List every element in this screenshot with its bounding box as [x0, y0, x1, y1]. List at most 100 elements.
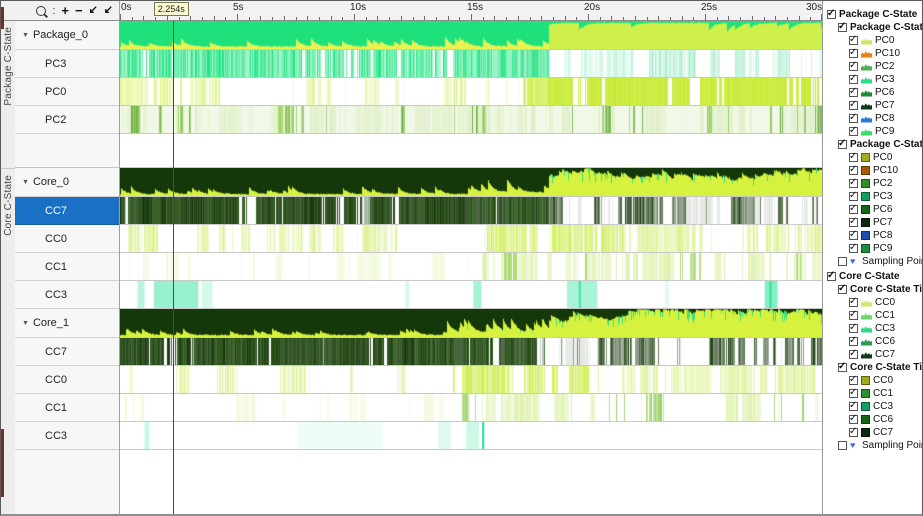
sidebar-row-cc7[interactable]: CC7 — [15, 338, 119, 366]
timeline-chart-canvas[interactable] — [120, 225, 822, 252]
timeline-chart-canvas[interactable] — [120, 21, 822, 49]
legend-item-sampling-points[interactable]: ♥ Sampling Points — [826, 255, 922, 268]
legend-item-package-c-state-time[interactable]: Package C-State Time — [826, 138, 922, 151]
timeline-chart-canvas[interactable] — [120, 338, 822, 365]
legend-item-pc2[interactable]: PC2 — [826, 60, 920, 73]
sidebar-row-cc3[interactable]: CC3 — [15, 281, 119, 309]
legend-checkbox[interactable] — [838, 257, 847, 266]
legend-item-cc7[interactable]: CC7 — [826, 348, 920, 361]
timeline-ruler[interactable]: 0s 5s 10s 15s 20s 25s 30s 2.254s — [120, 1, 822, 21]
legend-checkbox[interactable] — [849, 34, 858, 45]
magnifier-icon[interactable] — [36, 5, 49, 18]
timeline-chart-package_0[interactable] — [120, 21, 822, 50]
legend-checkbox[interactable] — [849, 400, 858, 411]
legend-checkbox[interactable] — [849, 348, 858, 359]
legend-item-pc3[interactable]: PC3 — [826, 190, 920, 203]
legend-checkbox[interactable] — [849, 73, 858, 84]
legend-checkbox[interactable] — [849, 190, 858, 201]
sidebar-row-package_0[interactable]: ▼ Package_0 — [15, 21, 119, 50]
legend-item-cc0[interactable]: CC0 — [826, 296, 920, 309]
legend-checkbox[interactable] — [838, 361, 847, 372]
sidebar-row-cc7[interactable]: CC7 — [15, 197, 119, 225]
legend-item-cc6[interactable]: CC6 — [826, 413, 920, 426]
sidebar-row-pc3[interactable]: PC3 — [15, 50, 119, 78]
timeline-chart-cc1[interactable] — [120, 394, 822, 422]
legend-checkbox[interactable] — [849, 99, 858, 110]
sidebar-row-cc3[interactable]: CC3 — [15, 422, 119, 450]
timeline-chart-canvas[interactable] — [120, 78, 822, 105]
legend-checkbox[interactable] — [849, 387, 858, 398]
legend-checkbox[interactable] — [838, 21, 847, 32]
sidebar-row-core_0[interactable]: ▼ Core_0 — [15, 168, 119, 197]
timeline-chart-canvas[interactable] — [120, 309, 822, 337]
legend-item-pc10[interactable]: PC10 — [826, 164, 920, 177]
timeline-chart-cc3[interactable] — [120, 281, 822, 309]
legend-checkbox[interactable] — [838, 283, 847, 294]
legend-item-pc0[interactable]: PC0 — [826, 34, 920, 47]
legend-item-pc0[interactable]: PC0 — [826, 151, 920, 164]
timeline-chart-cc0[interactable] — [120, 225, 822, 253]
legend-item-pc9[interactable]: PC9 — [826, 125, 920, 138]
legend-item-pc6[interactable]: PC6 — [826, 86, 920, 99]
timeline-chart-canvas[interactable] — [120, 281, 822, 308]
timeline-chart-cc3[interactable] — [120, 422, 822, 450]
legend-checkbox[interactable] — [849, 125, 858, 136]
legend-checkbox[interactable] — [849, 203, 858, 214]
legend-checkbox[interactable] — [849, 413, 858, 424]
undo-zoom-icon[interactable]: ↙ — [103, 4, 113, 16]
sidebar-row-cc1[interactable]: CC1 — [15, 253, 119, 281]
legend-checkbox[interactable] — [849, 229, 858, 240]
zoom-selection-icon[interactable]: ↙ — [88, 4, 98, 16]
legend-checkbox[interactable] — [849, 177, 858, 188]
zoom-out-button[interactable]: − — [74, 3, 83, 18]
legend-item-cc1[interactable]: CC1 — [826, 309, 920, 322]
legend-item-cc0[interactable]: CC0 — [826, 374, 920, 387]
timeline-chart-canvas[interactable] — [120, 394, 822, 421]
legend-checkbox[interactable] — [849, 86, 858, 97]
timeline-chart-canvas[interactable] — [120, 168, 822, 196]
legend-checkbox[interactable] — [849, 296, 858, 307]
legend-item-core-c-state-time[interactable]: Core C-State Time — [826, 361, 922, 374]
timeline-chart-cc0[interactable] — [120, 366, 822, 394]
legend-item-cc3[interactable]: CC3 — [826, 322, 920, 335]
legend-item-package-c-state[interactable]: Package C-State — [826, 8, 920, 21]
sidebar-row-cc0[interactable]: CC0 — [15, 225, 119, 253]
legend-item-pc7[interactable]: PC7 — [826, 99, 920, 112]
legend-item-cc3[interactable]: CC3 — [826, 400, 920, 413]
sidebar-row-cc1[interactable]: CC1 — [15, 394, 119, 422]
sidebar-row-pc0[interactable]: PC0 — [15, 78, 119, 106]
legend-item-sampling-points[interactable]: ♥ Sampling Points — [826, 439, 922, 452]
sidebar-row-core_1[interactable]: ▼ Core_1 — [15, 309, 119, 338]
legend-item-pc7[interactable]: PC7 — [826, 216, 920, 229]
timeline-chart-pc2[interactable] — [120, 106, 822, 134]
legend-item-core-c-state-time[interactable]: Core C-State Time — [826, 283, 922, 296]
legend-checkbox[interactable] — [827, 8, 836, 19]
legend-checkbox[interactable] — [838, 138, 847, 149]
legend-checkbox[interactable] — [849, 242, 858, 253]
timeline-chart-core_1[interactable] — [120, 309, 822, 338]
legend-checkbox[interactable] — [827, 270, 836, 281]
zoom-in-button[interactable]: + — [61, 3, 69, 18]
legend-item-pc8[interactable]: PC8 — [826, 112, 920, 125]
timeline-chart-canvas[interactable] — [120, 253, 822, 280]
legend-item-cc6[interactable]: CC6 — [826, 335, 920, 348]
legend-checkbox[interactable] — [849, 60, 858, 71]
timeline-chart-cc7[interactable] — [120, 197, 822, 225]
sidebar-row-pc2[interactable]: PC2 — [15, 106, 119, 134]
legend-item-pc6[interactable]: PC6 — [826, 203, 920, 216]
legend-item-package-c-state-time[interactable]: Package C-State Time — [826, 21, 922, 34]
timeline-chart-canvas[interactable] — [120, 50, 822, 77]
collapse-triangle-icon[interactable]: ▼ — [22, 319, 29, 327]
legend-checkbox[interactable] — [849, 151, 858, 162]
legend-checkbox[interactable] — [849, 47, 858, 58]
legend-item-cc1[interactable]: CC1 — [826, 387, 920, 400]
legend-checkbox[interactable] — [849, 309, 858, 320]
legend-item-pc9[interactable]: PC9 — [826, 242, 920, 255]
legend-item-pc2[interactable]: PC2 — [826, 177, 920, 190]
timeline-chart-canvas[interactable] — [120, 366, 822, 393]
timeline-chart-core_0[interactable] — [120, 168, 822, 197]
legend-item-core-c-state[interactable]: Core C-State — [826, 270, 920, 283]
timeline-chart-canvas[interactable] — [120, 197, 822, 224]
time-marker-line[interactable] — [172, 21, 174, 514]
legend-checkbox[interactable] — [849, 164, 858, 175]
